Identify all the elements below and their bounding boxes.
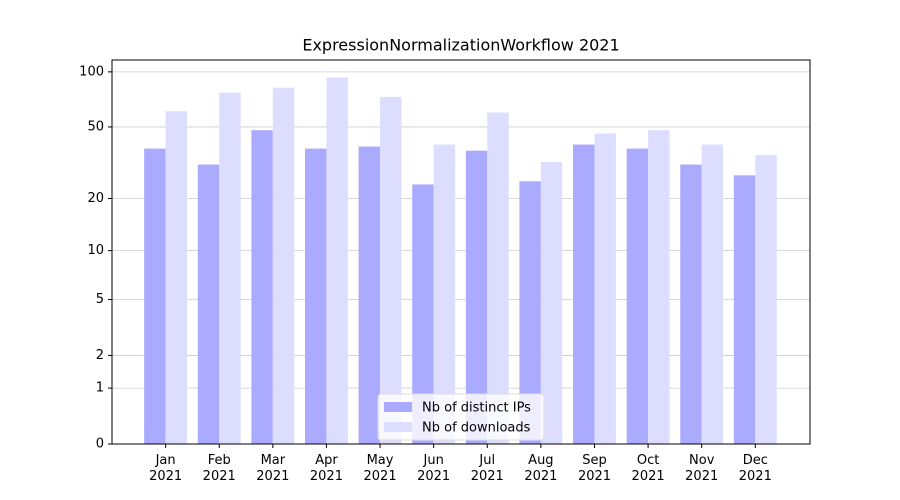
x-tick-label: Mar 2021 bbox=[256, 453, 290, 484]
legend-label: Nb of distinct IPs bbox=[422, 401, 531, 416]
bar bbox=[304, 148, 327, 444]
chart-title: ExpressionNormalizationWorkflow 2021 bbox=[302, 36, 619, 55]
legend-label: Nb of downloads bbox=[422, 421, 531, 436]
bar bbox=[326, 77, 348, 444]
x-tick-label: Sep 2021 bbox=[577, 453, 612, 484]
x-tick-label: Nov 2021 bbox=[685, 453, 719, 484]
legend-swatch bbox=[384, 402, 412, 412]
bar bbox=[594, 133, 616, 445]
y-tick-label: 2 bbox=[96, 348, 104, 363]
bar bbox=[540, 162, 563, 445]
bar bbox=[197, 164, 220, 444]
bar bbox=[412, 184, 434, 444]
x-tick-label: May 2021 bbox=[363, 453, 397, 484]
bar bbox=[733, 175, 756, 444]
x-tick-label: Apr 2021 bbox=[309, 453, 343, 484]
y-tick-label: 10 bbox=[87, 243, 104, 258]
bar bbox=[465, 150, 488, 444]
bar bbox=[755, 155, 777, 444]
x-tick-label: Dec 2021 bbox=[738, 453, 772, 484]
bar bbox=[626, 148, 649, 444]
x-tick-label: Feb 2021 bbox=[202, 453, 236, 484]
bar bbox=[380, 96, 402, 444]
plot-frame bbox=[111, 59, 811, 445]
x-tick-label: Jun 2021 bbox=[417, 453, 451, 484]
y-tick-label: 20 bbox=[87, 191, 104, 206]
bar bbox=[358, 146, 381, 444]
y-tick-label: 1 bbox=[96, 381, 104, 396]
x-tick-label: Jan 2021 bbox=[149, 453, 183, 484]
bar bbox=[519, 181, 541, 444]
bar bbox=[144, 148, 166, 444]
legend-box bbox=[377, 393, 545, 441]
y-tick-label: 0 bbox=[96, 437, 104, 452]
bar bbox=[701, 144, 724, 444]
legend-swatch bbox=[384, 422, 412, 432]
bar bbox=[165, 111, 188, 444]
bar bbox=[433, 144, 456, 444]
x-tick-label: Jul 2021 bbox=[470, 453, 504, 484]
y-tick-label: 100 bbox=[79, 64, 104, 79]
bar bbox=[573, 144, 595, 444]
y-tick-label: 5 bbox=[96, 292, 104, 307]
bar bbox=[219, 92, 241, 444]
bar bbox=[487, 112, 509, 444]
bar bbox=[272, 87, 295, 444]
bar bbox=[648, 130, 670, 445]
x-tick-label: Oct 2021 bbox=[631, 453, 665, 484]
bar bbox=[251, 130, 273, 445]
x-tick-label: Aug 2021 bbox=[524, 453, 558, 484]
bar bbox=[680, 164, 702, 444]
legend: Nb of distinct IPs Nb of downloads bbox=[377, 393, 545, 441]
y-tick-label: 50 bbox=[87, 119, 104, 134]
